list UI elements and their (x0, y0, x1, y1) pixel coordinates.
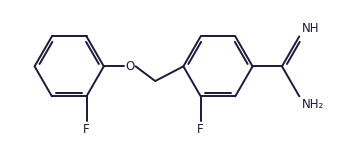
Text: NH: NH (302, 22, 320, 35)
Text: O: O (125, 60, 134, 73)
Text: F: F (197, 123, 204, 136)
Text: NH₂: NH₂ (302, 98, 324, 111)
Text: F: F (83, 123, 90, 136)
